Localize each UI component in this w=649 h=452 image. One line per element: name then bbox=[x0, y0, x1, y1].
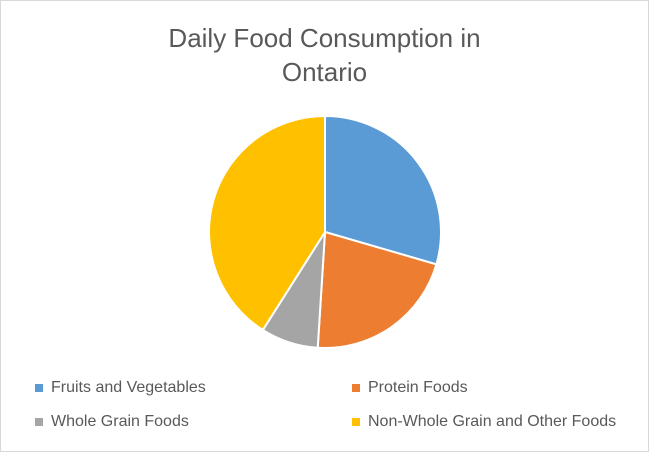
chart-title-line-1: Daily Food Consumption in bbox=[168, 23, 481, 53]
chart-title: Daily Food Consumption in Ontario bbox=[1, 21, 648, 89]
pie-slice-protein-foods bbox=[316, 230, 438, 349]
pie-slice-fruits-vegetables bbox=[324, 114, 442, 266]
pie-slice-non-whole-grain-other bbox=[208, 114, 326, 332]
chart-title-line-2: Ontario bbox=[281, 57, 368, 87]
